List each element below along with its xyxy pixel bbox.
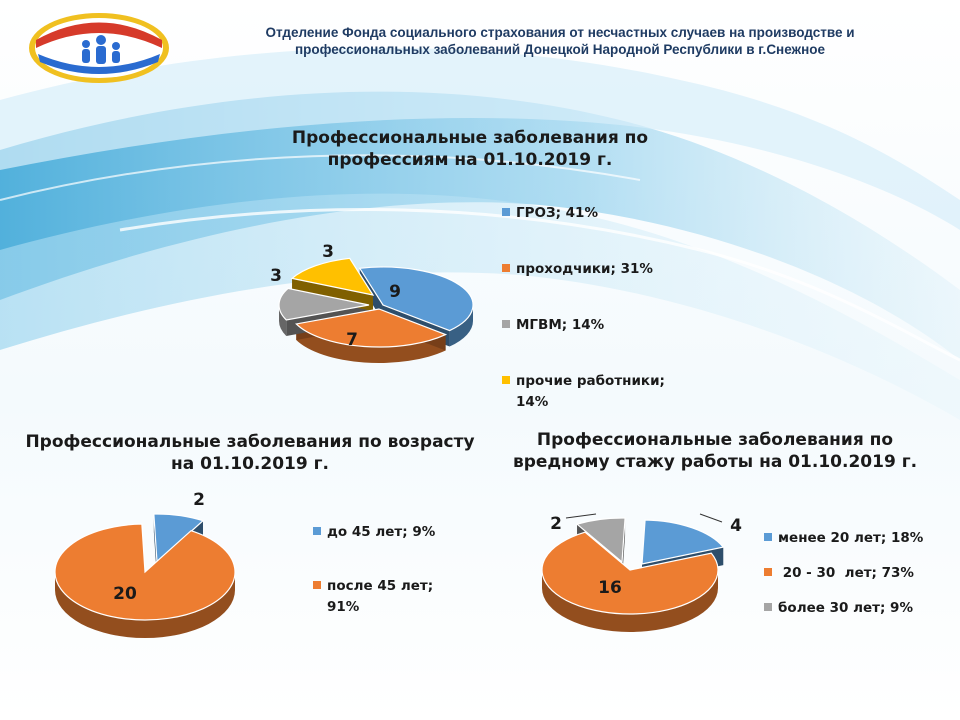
header-line-1: Отделение Фонда социального страхования … xyxy=(265,25,855,40)
legend-item: менее 20 лет; 18% xyxy=(764,528,944,549)
page-header: Отделение Фонда социального страхования … xyxy=(180,24,940,58)
legend-item: проходчики; 31% xyxy=(502,259,682,280)
data-label: 2 xyxy=(550,514,562,534)
legend-label-cont: 91% xyxy=(327,599,360,615)
legend-swatch xyxy=(502,208,510,216)
legend-item: после 45 лет; 91% xyxy=(313,576,493,618)
pie-slice-side xyxy=(542,570,718,632)
chart1-title-line-1: Профессиональные заболевания по xyxy=(291,128,649,148)
legend-label: проходчики; 31% xyxy=(516,261,653,277)
data-label: 20 xyxy=(113,584,137,604)
pie-slice-side xyxy=(296,323,446,363)
chart1-pie: 9 7 3 3 xyxy=(270,242,474,363)
legend-label: прочие работники; xyxy=(516,373,665,389)
chart2-pie: 2 20 xyxy=(54,490,236,638)
chart1-title-line-2: профессиям на 01.10.2019 г. xyxy=(327,150,613,170)
legend-label: до 45 лет; 9% xyxy=(327,524,436,540)
pie-slice-top xyxy=(358,266,474,332)
legend-label-cont: 14% xyxy=(516,394,549,410)
legend-item: прочие работники; 14% xyxy=(502,371,682,413)
pie-slice-top xyxy=(295,308,448,348)
data-label: 7 xyxy=(346,330,358,350)
chart3-pie: 4 16 2 xyxy=(541,513,742,632)
legend-swatch xyxy=(502,376,510,384)
legend-swatch xyxy=(764,603,772,611)
chart3-title: Профессиональные заболевания по вредному… xyxy=(480,429,950,473)
pie-slice-top xyxy=(54,523,236,621)
legend-swatch xyxy=(502,320,510,328)
leader-line xyxy=(565,513,597,519)
chart2-title-line-2: на 01.10.2019 г. xyxy=(171,454,329,474)
legend-swatch xyxy=(502,264,510,272)
legend-swatch xyxy=(313,581,321,589)
legend-label: ГРОЗ; 41% xyxy=(516,205,598,221)
legend-label: после 45 лет; xyxy=(327,578,434,594)
legend-swatch xyxy=(764,568,772,576)
data-label: 3 xyxy=(270,266,282,286)
legend-item: МГВМ; 14% xyxy=(502,315,682,336)
data-label: 4 xyxy=(730,516,742,536)
pie-slice-top xyxy=(153,513,205,564)
data-label: 3 xyxy=(322,242,334,262)
data-label: 16 xyxy=(598,578,622,598)
legend-label: более 30 лет; 9% xyxy=(778,600,913,616)
pie-slice-top xyxy=(641,519,725,565)
pie-slice-top xyxy=(278,287,370,321)
legend-swatch xyxy=(313,527,321,535)
legend-label: менее 20 лет; 18% xyxy=(778,530,924,546)
legend-swatch xyxy=(764,533,772,541)
header-line-2: профессиональных заболеваний Донецкой На… xyxy=(294,42,826,57)
legend-label: 20 - 30 лет; 73% xyxy=(778,565,914,581)
legend-item: более 30 лет; 9% xyxy=(764,598,944,619)
organization-logo xyxy=(29,13,169,83)
chart3-title-line-2: вредному стажу работы на 01.10.2019 г. xyxy=(512,452,918,472)
chart2-title-line-1: Профессиональные заболевания по возрасту xyxy=(25,432,475,452)
legend-label: МГВМ; 14% xyxy=(516,317,605,333)
pie-slice-top xyxy=(575,517,626,564)
legend-item: ГРОЗ; 41% xyxy=(502,203,682,224)
pie-slice-top xyxy=(541,531,719,615)
chart3-title-line-1: Профессиональные заболевания по xyxy=(536,430,894,450)
legend-item: 20 - 30 лет; 73% xyxy=(764,563,944,584)
legend-item: до 45 лет; 9% xyxy=(313,522,493,543)
pie-slice-side xyxy=(55,572,235,638)
chart2-title: Профессиональные заболевания по возрасту… xyxy=(10,431,490,475)
pie-slice-side xyxy=(449,305,473,347)
pie-slice-top xyxy=(290,257,375,296)
leader-line xyxy=(699,513,723,523)
chart1-title: Профессиональные заболевания по професси… xyxy=(230,127,710,171)
data-label: 2 xyxy=(193,490,205,510)
data-label: 9 xyxy=(389,282,401,302)
